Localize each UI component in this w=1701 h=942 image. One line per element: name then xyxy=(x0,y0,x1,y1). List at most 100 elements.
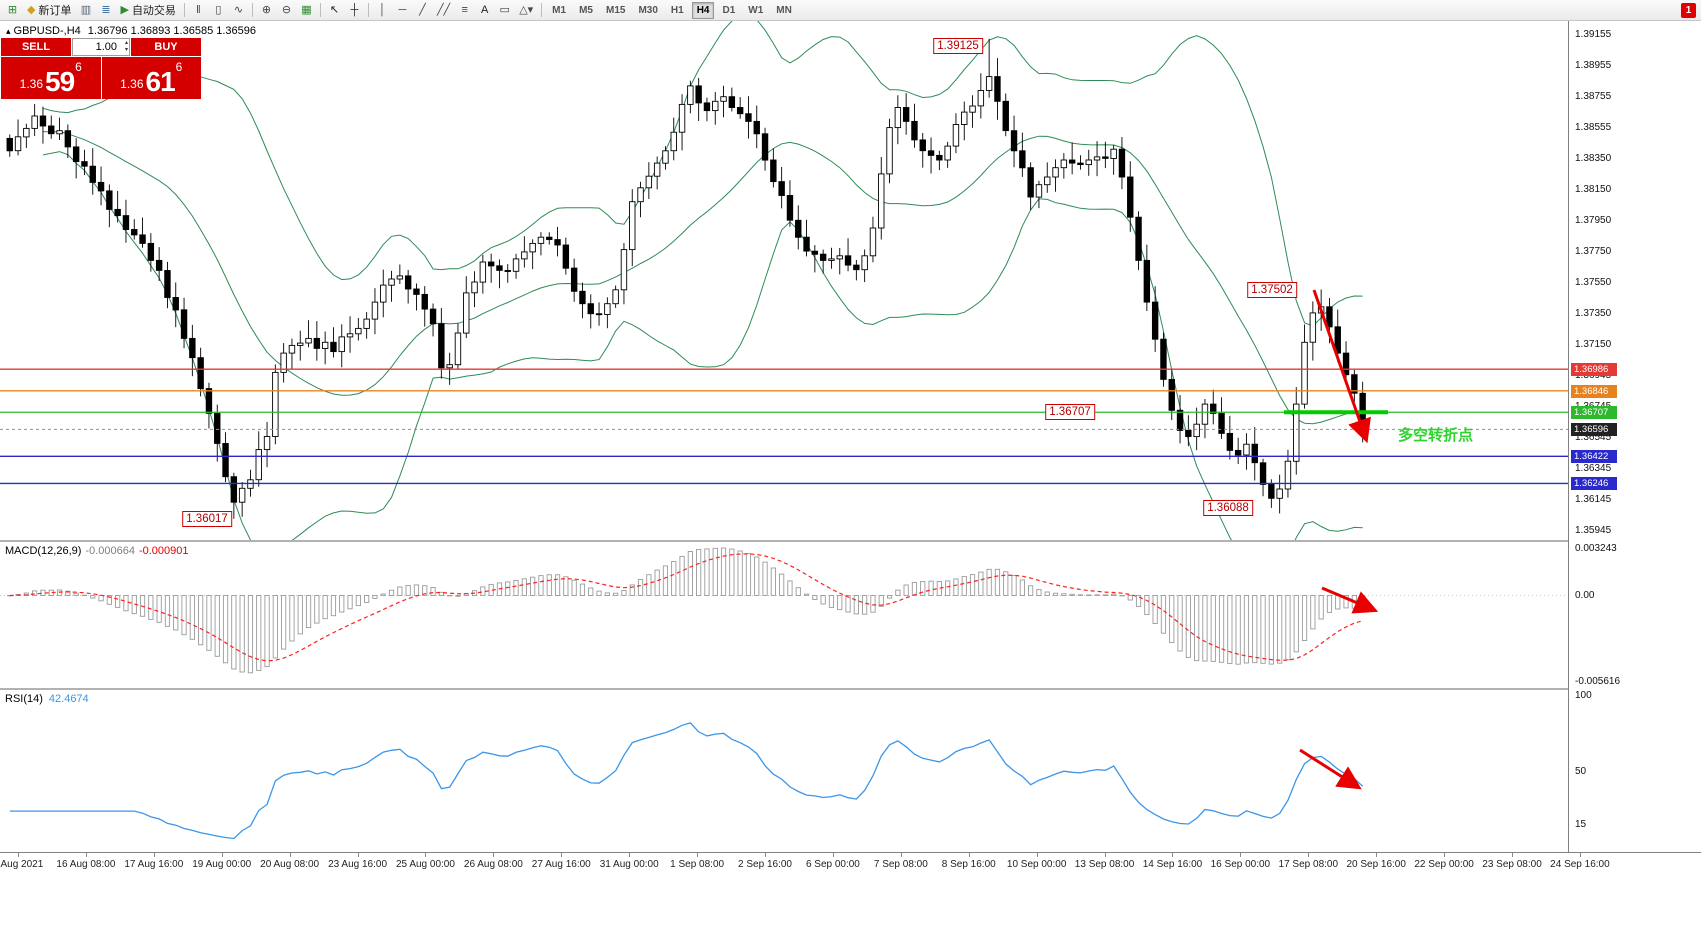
cursor-icon: ↖ xyxy=(329,3,340,16)
time-axis[interactable]: 3 Aug 2021 16 Aug 08:00 17 Aug 16:00 19 Aug… xyxy=(0,852,1701,878)
tile-windows-icon: ▦ xyxy=(301,3,312,16)
trendline-button[interactable]: ╱ xyxy=(413,2,432,19)
vertical-line-button[interactable]: │ xyxy=(373,2,392,19)
horizontal-line-button[interactable]: ─ xyxy=(393,2,412,19)
time-tick xyxy=(153,853,155,857)
time-tick xyxy=(1512,853,1514,857)
line-mode-button[interactable]: ∿ xyxy=(229,2,248,19)
price-callout[interactable]: 1.36017 xyxy=(182,511,232,527)
timeframe-m30[interactable]: M30 xyxy=(638,4,658,16)
auto-trading-button[interactable]: ▶ 自动交易 xyxy=(116,2,179,19)
bars-mode-icon: ‖ xyxy=(196,3,201,16)
time-tick xyxy=(1240,853,1242,857)
price-callout[interactable]: 1.36707 xyxy=(1045,404,1095,420)
time-tick xyxy=(493,853,495,857)
fibonacci-button[interactable]: ≡ xyxy=(455,2,474,19)
time-tick xyxy=(1308,853,1310,857)
timeframe-h1[interactable]: H1 xyxy=(670,4,684,16)
timeframe-h4[interactable]: H4 xyxy=(691,1,715,19)
toolbar-separator xyxy=(251,3,253,17)
price-tick-label: 1.37950 xyxy=(1575,215,1612,227)
line-mode-icon: ∿ xyxy=(233,3,244,16)
toolbar-separator xyxy=(319,3,321,17)
pane-separator-macd[interactable] xyxy=(0,540,1701,542)
buy-price[interactable]: 1.36 61 6 xyxy=(101,57,201,99)
time-label: 23 Sep 08:00 xyxy=(1482,859,1542,870)
notification-badge[interactable]: 1 xyxy=(1681,2,1696,18)
time-tick xyxy=(1444,853,1446,857)
price-axis[interactable]: 1.39155 1.38955 1.38755 1.38555 1.38350 1.381… xyxy=(1568,21,1701,852)
turning-point-annotation[interactable]: 多空转折点 xyxy=(1398,427,1474,444)
macd-tick-label: -0.005616 xyxy=(1575,676,1621,687)
candles-mode-button[interactable]: ▯ xyxy=(209,2,228,19)
price-tick-label: 1.37350 xyxy=(1575,307,1612,319)
time-label: 26 Aug 08:00 xyxy=(463,859,523,870)
time-tick xyxy=(85,853,87,857)
bars-mode-button[interactable]: ‖ xyxy=(189,2,208,19)
sell-price[interactable]: 1.36 59 6 xyxy=(1,57,101,99)
time-tick xyxy=(629,853,631,857)
time-tick xyxy=(1036,853,1038,857)
new-order-icon: ◆ xyxy=(27,3,36,16)
price-tick-label: 1.38555 xyxy=(1575,121,1612,133)
new-chart-button[interactable]: ⊞ xyxy=(3,2,22,19)
pane-separator-rsi[interactable] xyxy=(0,688,1701,690)
time-label: 20 Aug 08:00 xyxy=(260,859,320,870)
buy-button[interactable]: BUY xyxy=(131,38,201,56)
tile-windows-button[interactable]: ▦ xyxy=(297,2,316,19)
timeframe-d1[interactable]: D1 xyxy=(722,4,736,16)
timeframe-m5[interactable]: M5 xyxy=(579,4,593,16)
toolbar-separator xyxy=(183,3,185,17)
sell-button[interactable]: SELL xyxy=(1,38,71,56)
rsi-pane[interactable] xyxy=(0,690,1568,852)
volume-input[interactable]: 1.00 ▴ ▾ xyxy=(72,38,130,56)
new-chart-icon: ⊞ xyxy=(7,3,18,16)
price-tag: 1.36246 xyxy=(1571,477,1617,491)
fibonacci-icon: ≡ xyxy=(461,3,468,16)
time-tick xyxy=(1376,853,1378,857)
macd-tick-label: 0.00 xyxy=(1575,590,1595,602)
timeframe-w1[interactable]: W1 xyxy=(748,4,764,16)
time-tick xyxy=(357,853,359,857)
text-tool-button[interactable]: A xyxy=(475,2,494,19)
time-label: 16 Sep 00:00 xyxy=(1210,859,1271,870)
rsi-label: RSI(14) 42.4674 xyxy=(5,693,89,705)
cursor-button[interactable]: ↖ xyxy=(325,2,344,19)
macd-pane[interactable] xyxy=(0,542,1568,688)
price-tick-label: 1.37150 xyxy=(1575,338,1612,350)
zoom-out-button[interactable]: ⊖ xyxy=(277,2,296,19)
time-label: 14 Sep 16:00 xyxy=(1142,859,1203,870)
crosshair-button[interactable]: ┼ xyxy=(345,2,364,19)
time-label: 19 Aug 00:00 xyxy=(192,859,252,870)
one-click-trading-panel: SELL 1.00 ▴ ▾ BUY 1.36 59 6 1.36 61 6 xyxy=(1,38,201,99)
horizontal-line-icon: ─ xyxy=(398,3,407,16)
price-tick-label: 1.36345 xyxy=(1575,463,1612,475)
rsi-tick-label: 50 xyxy=(1575,766,1587,777)
timeframe-m15[interactable]: M15 xyxy=(605,4,626,16)
time-label: 24 Sep 16:00 xyxy=(1550,859,1610,870)
time-label: 10 Sep 00:00 xyxy=(1006,859,1067,870)
main-chart[interactable] xyxy=(0,21,1568,540)
time-label: 27 Aug 16:00 xyxy=(531,859,591,870)
price-callout[interactable]: 1.36088 xyxy=(1203,500,1253,516)
price-callout[interactable]: 1.39125 xyxy=(933,38,983,54)
rsi-tick-label: 15 xyxy=(1575,819,1587,831)
time-tick xyxy=(1172,853,1174,857)
new-order-label: 新订单 xyxy=(38,5,72,17)
collapse-quote-panel-icon[interactable]: ▴ xyxy=(6,26,11,36)
shapes-dropdown-button[interactable]: △▾ xyxy=(515,2,537,19)
channel-button[interactable]: ╱╱ xyxy=(433,2,454,19)
price-callout[interactable]: 1.37502 xyxy=(1247,282,1297,298)
text-label-button[interactable]: ▭ xyxy=(495,2,514,19)
price-tick-label: 1.35945 xyxy=(1575,524,1612,536)
timeframe-m1[interactable]: M1 xyxy=(552,4,567,16)
zoom-in-button[interactable]: ⊕ xyxy=(257,2,276,19)
zoom-out-icon: ⊖ xyxy=(281,3,292,16)
auto-trading-icon: ▶ xyxy=(120,3,129,16)
timeframe-mn[interactable]: MN xyxy=(776,4,792,16)
new-order-button[interactable]: ◆ 新订单 xyxy=(23,2,75,19)
market-watch-button[interactable]: ≣ xyxy=(96,2,115,19)
price-tick-label: 1.37550 xyxy=(1575,277,1612,289)
volume-spinner[interactable]: ▴ ▾ xyxy=(124,40,128,53)
chart-window-button[interactable]: ▥ xyxy=(76,2,95,19)
